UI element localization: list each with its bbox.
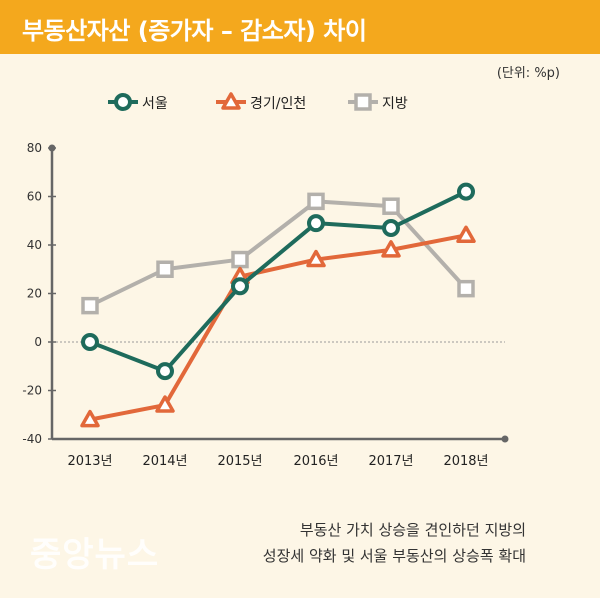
- data-point: [382, 219, 400, 238]
- series-gyeonggi: [80, 225, 476, 428]
- chart-title: 부동산자산 (증가자 – 감소자) 차이: [22, 17, 367, 45]
- series-seoul: [81, 182, 475, 381]
- y-tick-label: 40: [27, 238, 42, 252]
- x-tick-label: 2016년: [293, 454, 338, 469]
- data-point: [381, 240, 401, 258]
- legend-marker-square-icon: [348, 93, 378, 111]
- legend-item-seoul: 서울: [108, 90, 168, 114]
- x-tick-label: 2015년: [217, 454, 262, 469]
- series-line: [89, 233, 467, 422]
- y-tick-label: 20: [27, 287, 42, 301]
- caption-line-1: 부동산 가치 상승을 견인하던 지방의: [299, 521, 526, 539]
- y-tick-label: 0: [34, 335, 42, 349]
- caption-line-2: 성장세 약화 및 서울 부동산의 상승폭 확대: [262, 547, 526, 565]
- data-point: [231, 277, 249, 296]
- legend-item-gyeonggi: 경기/인천: [216, 90, 306, 114]
- data-point: [156, 260, 174, 278]
- axes: 80 60 40 20 0 -20 -40 2013년 2014년 2015년 2016년 2017년…: [22, 141, 509, 469]
- x-axis-end-dot: [501, 435, 509, 443]
- series-line: [89, 189, 467, 374]
- watermark: 중앙뉴스: [30, 535, 160, 575]
- y-tick-label: 80: [27, 141, 42, 155]
- legend-marker-circle-icon: [108, 93, 138, 111]
- x-tick-label: 2017년: [368, 454, 413, 469]
- caption: 부동산 가치 상승을 견인하던 지방의 성장세 약화 및 서울 부동산의 상승폭…: [263, 517, 526, 569]
- legend-marker-triangle-icon: [216, 92, 246, 110]
- data-point: [81, 333, 99, 351]
- legend-item-region: 지방: [348, 90, 408, 114]
- x-tick-label: 2013년: [67, 454, 112, 469]
- data-point: [456, 225, 476, 244]
- title-bar: 부동산자산 (증가자 – 감소자) 차이: [0, 0, 600, 54]
- data-point: [231, 250, 249, 269]
- data-point: [457, 279, 475, 298]
- legend-label-region: 지방: [382, 96, 408, 112]
- unit-label: (단위: %p): [496, 66, 560, 81]
- data-point: [156, 362, 174, 381]
- data-point: [81, 296, 99, 315]
- data-point: [306, 249, 326, 268]
- legend-label-gyeonggi: 경기/인천: [250, 96, 307, 112]
- data-point: [382, 197, 400, 215]
- data-point: [307, 214, 325, 233]
- data-point: [155, 395, 175, 413]
- x-tick-label: 2018년: [443, 454, 488, 469]
- y-tick-label: -20: [22, 384, 42, 398]
- data-point: [307, 192, 325, 211]
- series-group: [80, 182, 476, 428]
- y-tick-label: -40: [22, 432, 42, 446]
- y-tick-label: 60: [27, 190, 42, 204]
- legend-label-seoul: 서울: [142, 96, 168, 112]
- x-tick-label: 2014년: [142, 454, 187, 469]
- data-point: [457, 182, 475, 201]
- data-point: [80, 409, 100, 428]
